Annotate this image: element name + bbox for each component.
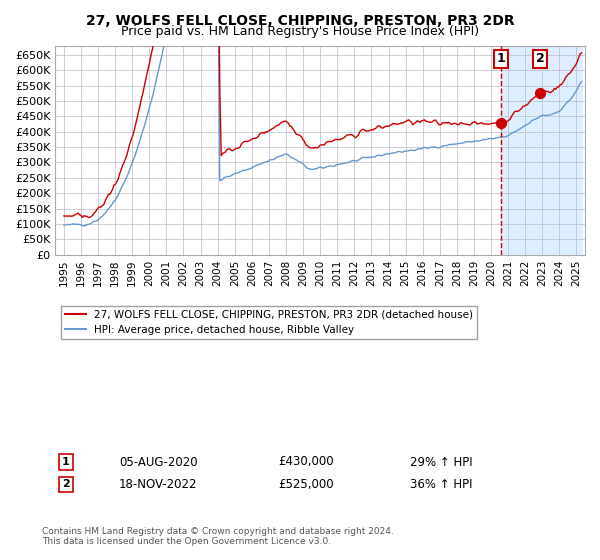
Text: £525,000: £525,000: [278, 478, 334, 491]
Text: 29% ↑ HPI: 29% ↑ HPI: [410, 455, 473, 469]
Text: 2: 2: [536, 52, 545, 65]
Text: £430,000: £430,000: [278, 455, 334, 469]
Legend: 27, WOLFS FELL CLOSE, CHIPPING, PRESTON, PR3 2DR (detached house), HPI: Average : 27, WOLFS FELL CLOSE, CHIPPING, PRESTON,…: [61, 306, 477, 339]
Point: [496, 118, 506, 127]
Text: Contains HM Land Registry data © Crown copyright and database right 2024.
This d: Contains HM Land Registry data © Crown c…: [42, 526, 394, 546]
Text: Price paid vs. HM Land Registry's House Price Index (HPI): Price paid vs. HM Land Registry's House …: [121, 25, 479, 38]
Text: 27, WOLFS FELL CLOSE, CHIPPING, PRESTON, PR3 2DR: 27, WOLFS FELL CLOSE, CHIPPING, PRESTON,…: [86, 14, 514, 28]
Bar: [501, 46, 581, 255]
Text: 1: 1: [62, 457, 70, 467]
Point: [535, 89, 545, 98]
Text: 1: 1: [497, 52, 505, 65]
Text: 36% ↑ HPI: 36% ↑ HPI: [410, 478, 473, 491]
Text: 2: 2: [62, 479, 70, 489]
Text: 18-NOV-2022: 18-NOV-2022: [119, 478, 197, 491]
Text: 05-AUG-2020: 05-AUG-2020: [119, 455, 197, 469]
